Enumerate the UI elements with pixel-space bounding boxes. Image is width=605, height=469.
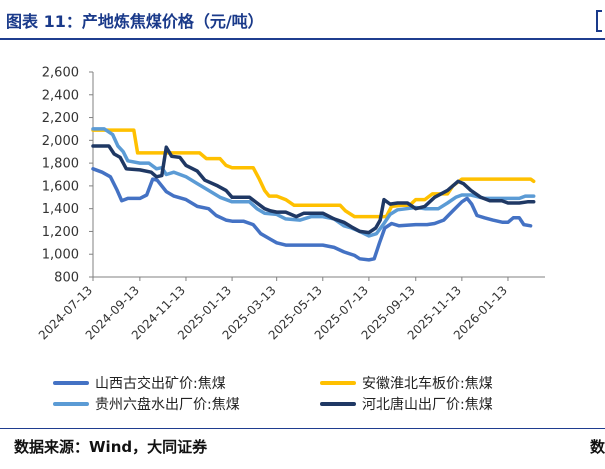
price-line-chart: 800 1,000 1,200 1,400 1,600 1,800 2,000 2,200 2,… [36, 66, 545, 413]
cropped-edge-text: 数 [590, 438, 605, 456]
y-tick-label: 1,200 [42, 225, 79, 240]
title-rule [0, 38, 605, 40]
legend-label-3: 贵州六盘水出厂价:焦煤 [95, 396, 240, 413]
legend-label-4: 河北唐山出厂价:焦煤 [362, 396, 493, 413]
cropped-edge-mark [596, 10, 602, 32]
page-title: 图表 11：产地炼焦煤价格（元/吨） [6, 12, 264, 31]
y-tick-label: 1,000 [42, 248, 79, 263]
footer-rule [0, 428, 605, 429]
y-tick-label: 1,400 [42, 202, 79, 217]
legend-label-1: 山西古交出矿价:焦煤 [95, 375, 226, 392]
chart-series-layer [91, 127, 536, 262]
y-tick-label: 2,400 [42, 88, 79, 103]
series-line-1 [91, 167, 533, 262]
series-line-2 [91, 128, 536, 219]
source-note: 数据来源：Wind，大同证券 [14, 438, 208, 456]
y-tick-label: 1,800 [42, 157, 79, 172]
series-line-4 [91, 144, 536, 235]
y-tick-label: 1,600 [42, 179, 79, 194]
y-tick-label: 800 [54, 271, 79, 286]
y-tick-label: 2,200 [42, 111, 79, 126]
legend-label-2: 安徽淮北车板价:焦煤 [362, 375, 493, 392]
y-tick-label: 2,600 [42, 66, 79, 81]
series-line-3 [91, 127, 536, 238]
y-tick-label: 2,000 [42, 134, 79, 149]
